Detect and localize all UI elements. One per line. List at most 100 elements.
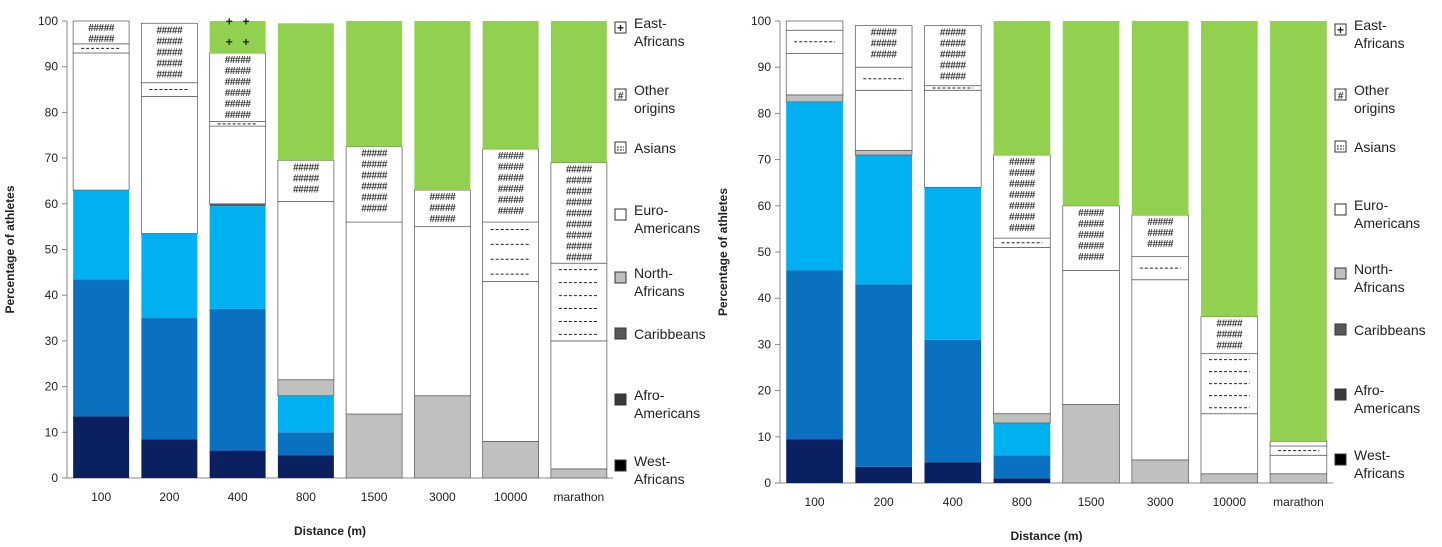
pattern-hash: ##### xyxy=(940,39,967,50)
pattern-hash: ##### xyxy=(225,77,252,88)
x-tick-label: 10000 xyxy=(494,490,528,504)
bar-segment-euro-americans-400 xyxy=(924,89,982,188)
legend-label: Americans xyxy=(634,405,700,421)
y-tick-label: 20 xyxy=(45,380,59,394)
legend-label: West- xyxy=(1354,447,1391,463)
bar-segment-north-africans-10000 xyxy=(482,441,540,479)
pattern-hash: ##### xyxy=(156,36,183,47)
bar-segment-afro-americans-400 xyxy=(209,308,266,451)
bar-segment-euro-americans-marathon xyxy=(550,340,608,470)
legend-label: North- xyxy=(1354,261,1393,277)
y-tick-label: 10 xyxy=(758,430,772,444)
pattern-hash: ##### xyxy=(429,203,456,214)
pattern-hash: ##### xyxy=(871,28,898,39)
legend-label: origins xyxy=(1354,100,1395,116)
pattern-hash: ##### xyxy=(498,206,525,217)
bar-segment-north-africans-800 xyxy=(277,379,335,397)
legend-label: Caribbeans xyxy=(1354,322,1426,338)
pattern-hash: ##### xyxy=(293,173,320,184)
bar-segment-blue-light--200 xyxy=(141,233,198,319)
pattern-hash: ##### xyxy=(225,66,252,77)
bar-segment-other-origins-800 xyxy=(993,154,1051,239)
bar-segment-asians-marathon xyxy=(550,262,608,342)
bar-segment-euro-americans-10000 xyxy=(1200,413,1259,475)
bar-segment-other-origins-400 xyxy=(209,52,267,122)
bar-segment-other-origins-marathon xyxy=(550,162,608,264)
bar-segment-euro-americans-200 xyxy=(854,89,913,151)
legend-label: Other xyxy=(634,82,669,98)
x-tick-label: 10000 xyxy=(1213,495,1247,509)
bar-segment-other-origins-10000 xyxy=(482,148,540,223)
pattern-hash: ##### xyxy=(498,151,525,162)
bar-segment-other-origins-1500 xyxy=(345,146,403,223)
bar-segment-east-africans-10000 xyxy=(1200,21,1258,317)
y-tick-label: 90 xyxy=(45,60,59,74)
bar-segment-north-africans-100 xyxy=(785,94,844,103)
bar-segment-afro-americans-100 xyxy=(73,279,130,417)
bar-segment-east-africans-3000 xyxy=(414,21,471,191)
bar-segment-euro-americans-10000 xyxy=(482,281,540,442)
y-tick-label: 80 xyxy=(758,106,772,120)
pattern-hash: ##### xyxy=(225,110,252,121)
bar-segment-north-africans-800 xyxy=(993,413,1051,424)
x-tick-label: marathon xyxy=(1273,495,1324,509)
bar-segment-north-africans-1500 xyxy=(345,413,403,479)
x-tick-label: 200 xyxy=(159,490,179,504)
bar-segment-west-africans-200 xyxy=(141,439,198,478)
pattern-hash: ##### xyxy=(293,162,320,173)
pattern-plus: + xyxy=(226,35,233,49)
x-tick-label: 100 xyxy=(805,495,825,509)
pattern-hash: ##### xyxy=(498,195,525,206)
y-tick-label: 0 xyxy=(764,476,771,490)
pattern-hash: ##### xyxy=(1009,157,1036,168)
y-tick-label: 30 xyxy=(45,334,59,348)
pattern-hash: ##### xyxy=(1078,252,1105,263)
pattern-hash: ##### xyxy=(1009,201,1036,212)
legend-swatch xyxy=(614,393,627,406)
bar-segment-euro-americans-1500 xyxy=(345,221,403,415)
y-tick-label: 100 xyxy=(751,14,771,28)
pattern-hash: ##### xyxy=(361,193,388,204)
legend: + East- Africans # Other origins Asians Euro- Am… xyxy=(614,15,706,487)
pattern-plus: + xyxy=(243,35,250,49)
bar-segment-asians-10000 xyxy=(482,221,540,282)
bar-segment-north-africans-marathon xyxy=(550,468,608,479)
pattern-hash: ##### xyxy=(566,242,593,253)
bar-segment-other-origins-800 xyxy=(277,159,335,202)
bar-segment-west-africans-200 xyxy=(855,466,913,483)
pattern-hash: ##### xyxy=(1216,341,1243,352)
pattern-hash: ##### xyxy=(1216,319,1243,330)
x-tick-label: 400 xyxy=(943,495,963,509)
pattern-hash: ##### xyxy=(498,173,525,184)
pattern-hash: ##### xyxy=(566,231,593,242)
bar-segment-afro-americans-800 xyxy=(993,455,1051,479)
y-tick-label: 50 xyxy=(45,243,59,257)
bar-segment-euro-americans-200 xyxy=(140,96,198,234)
legend-label: North- xyxy=(634,265,673,281)
pattern-hash: ##### xyxy=(88,34,115,45)
pattern-hash: ##### xyxy=(156,47,183,58)
pattern-hash: ##### xyxy=(1147,217,1174,228)
legend-label: Africans xyxy=(1354,279,1405,295)
bar-segment-afro-americans-400 xyxy=(924,339,982,463)
pattern-hash: ##### xyxy=(429,214,456,225)
pattern-hash: ##### xyxy=(1009,223,1036,234)
x-tick-label: 3000 xyxy=(1147,495,1174,509)
y-tick-label: 70 xyxy=(45,151,59,165)
legend-swatch xyxy=(614,271,627,284)
pattern-hash: ##### xyxy=(225,99,252,110)
bar-segment-west-africans-100 xyxy=(786,439,843,483)
x-tick-label: 100 xyxy=(91,490,111,504)
bar-segment-east-africans-3000 xyxy=(1131,21,1189,216)
bar-segment-caribbeans-400 xyxy=(209,203,266,207)
bar-segment-east-africans-800 xyxy=(993,21,1051,155)
pattern-hash: ##### xyxy=(940,50,967,61)
legend-swatch xyxy=(614,327,627,340)
x-tick-label: 200 xyxy=(874,495,894,509)
bar-segment-east-africans-400 xyxy=(209,21,266,53)
legend-plus-icon: + xyxy=(617,21,624,35)
bar-segment-blue-light--400 xyxy=(924,187,982,340)
pattern-hash: ##### xyxy=(156,58,183,69)
pattern-hash: ##### xyxy=(1009,212,1036,223)
x-tick-label: 800 xyxy=(1012,495,1032,509)
